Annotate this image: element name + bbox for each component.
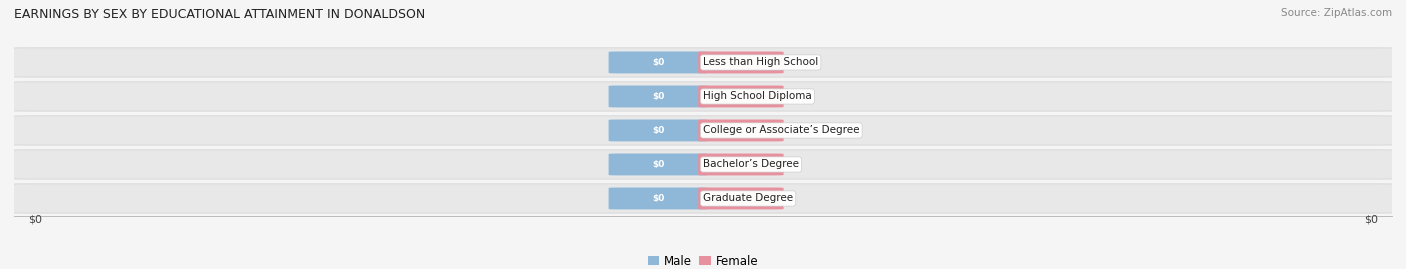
Text: $0: $0 xyxy=(652,92,665,101)
Text: Source: ZipAtlas.com: Source: ZipAtlas.com xyxy=(1281,8,1392,18)
FancyBboxPatch shape xyxy=(0,184,1406,213)
FancyBboxPatch shape xyxy=(699,187,783,210)
FancyBboxPatch shape xyxy=(0,116,1406,145)
Text: $0: $0 xyxy=(735,126,747,135)
Text: $0: $0 xyxy=(652,126,665,135)
Legend: Male, Female: Male, Female xyxy=(643,250,763,269)
FancyBboxPatch shape xyxy=(699,154,783,175)
Text: $0: $0 xyxy=(652,58,665,67)
FancyBboxPatch shape xyxy=(609,86,707,107)
Text: High School Diploma: High School Diploma xyxy=(703,91,811,101)
Text: Bachelor’s Degree: Bachelor’s Degree xyxy=(703,160,799,169)
Text: $0: $0 xyxy=(28,215,42,225)
FancyBboxPatch shape xyxy=(699,86,783,107)
Text: $0: $0 xyxy=(735,194,747,203)
FancyBboxPatch shape xyxy=(609,187,707,210)
Text: $0: $0 xyxy=(735,58,747,67)
FancyBboxPatch shape xyxy=(0,82,1406,111)
Text: $0: $0 xyxy=(652,194,665,203)
Text: EARNINGS BY SEX BY EDUCATIONAL ATTAINMENT IN DONALDSON: EARNINGS BY SEX BY EDUCATIONAL ATTAINMEN… xyxy=(14,8,425,21)
FancyBboxPatch shape xyxy=(609,51,707,73)
FancyBboxPatch shape xyxy=(699,119,783,141)
Text: College or Associate’s Degree: College or Associate’s Degree xyxy=(703,125,859,136)
Text: $0: $0 xyxy=(652,160,665,169)
Text: $0: $0 xyxy=(735,160,747,169)
FancyBboxPatch shape xyxy=(0,48,1406,77)
Text: Graduate Degree: Graduate Degree xyxy=(703,193,793,203)
FancyBboxPatch shape xyxy=(609,154,707,175)
Text: $0: $0 xyxy=(1364,215,1378,225)
Text: Less than High School: Less than High School xyxy=(703,58,818,68)
FancyBboxPatch shape xyxy=(0,150,1406,179)
Text: $0: $0 xyxy=(735,92,747,101)
FancyBboxPatch shape xyxy=(699,51,783,73)
FancyBboxPatch shape xyxy=(609,119,707,141)
